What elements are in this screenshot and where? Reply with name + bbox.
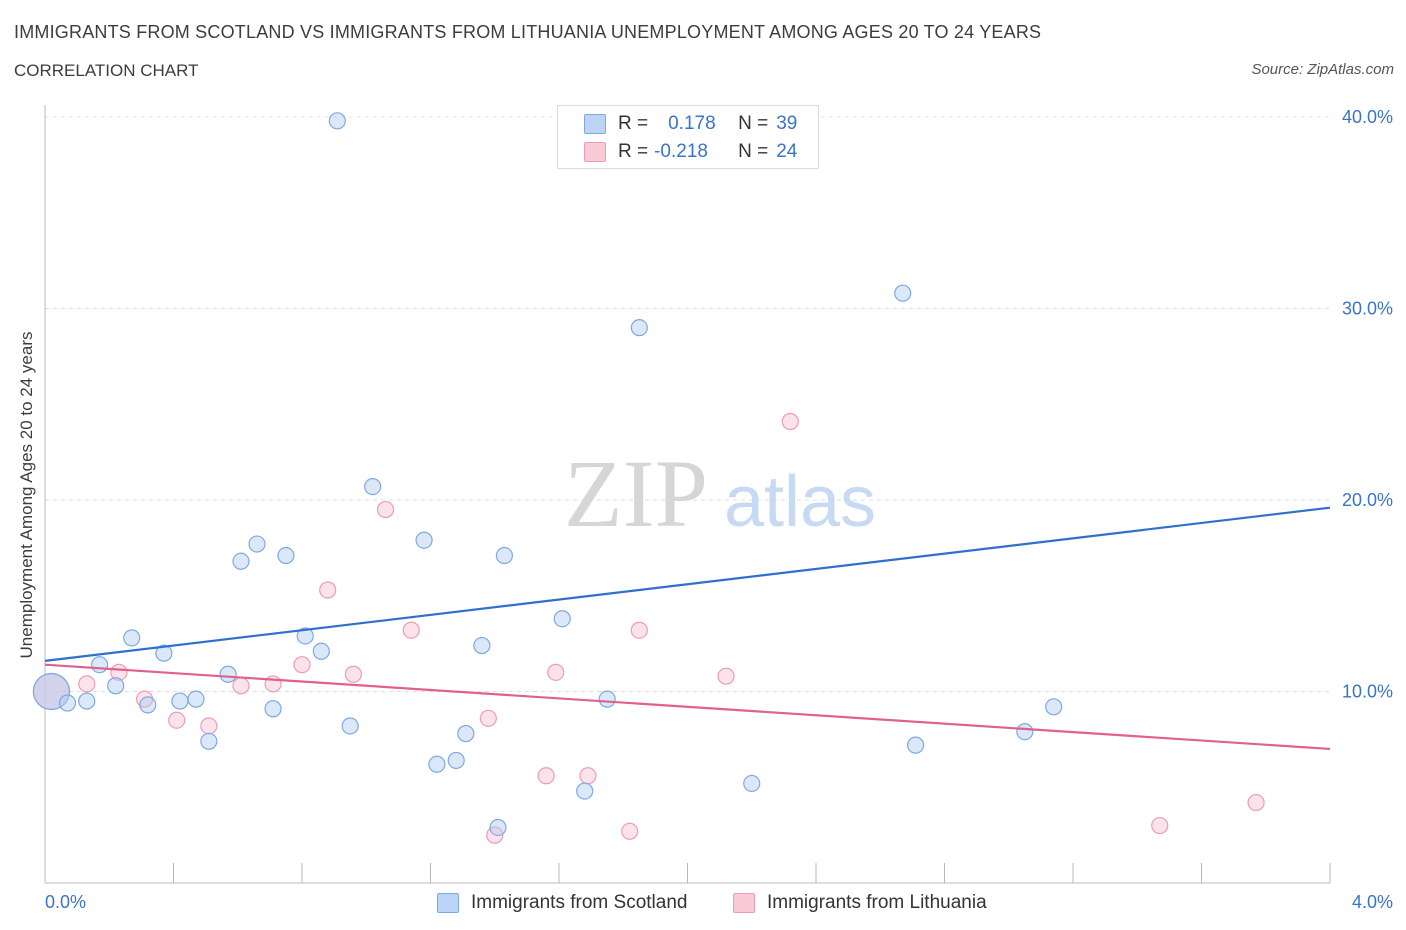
scotland-point [139,696,157,714]
lithuania-point [232,677,250,695]
legend-item-lithuania: Immigrants from Lithuania [733,890,987,916]
lithuania-r-value: -0.218 [654,141,708,162]
scotland-point [553,610,571,628]
lithuania-point [376,500,395,519]
trend-lines [44,506,1331,751]
scotland-point [312,642,330,660]
scotland-point [495,546,513,565]
scotland-point [171,692,189,710]
lithuania-point [547,663,565,681]
scotland-point [906,736,925,754]
source-label: Source: ZipAtlas.com [1251,61,1394,78]
lithuania-legend-swatch [733,893,755,913]
lithuania-trend-line [44,663,1331,751]
grid-lines [45,116,1330,692]
scotland-point [1016,723,1034,741]
scotland-point [598,690,616,708]
watermark-atlas: atlas [724,462,876,542]
scotland-point [277,546,295,565]
lithuania-point [537,767,555,785]
scotland-legend-swatch [437,893,459,913]
lithuania-point [781,412,799,431]
scotland-points [32,112,1063,837]
lithuania-point [1247,793,1265,812]
scotland-n-value: 39 [776,113,798,134]
watermark-zip: ZIP [564,440,708,547]
y-tick-label: 30.0% [1342,299,1393,319]
axes [44,105,1331,884]
lithuania-n-value: 24 [776,141,798,162]
x-tick-label: 0.0% [45,892,86,912]
scotland-swatch [584,114,606,134]
lithuania-point [402,621,420,639]
scotland-point [91,656,109,674]
scotland-legend-label: Immigrants from Scotland [471,892,688,913]
scotland-point [457,725,475,743]
lithuania-point [319,581,337,599]
n-label: N = [738,141,769,162]
scotland-point [328,112,346,130]
scotland-point [489,818,507,837]
lithuania-point [579,767,597,785]
legend-row-scotland: R = 0.178 N = 39 [584,111,797,137]
legend-row-lithuania: R = -0.218 N = 24 [584,139,797,165]
scotland-point [364,477,382,496]
scotland-point [187,690,205,708]
scotland-point [428,755,446,773]
lithuania-point [168,711,186,729]
scotland-r-value: 0.178 [668,113,716,134]
scotland-trend-line [44,506,1331,662]
scotland-point [743,774,761,793]
chart-title: IMMIGRANTS FROM SCOTLAND VS IMMIGRANTS F… [14,22,1042,42]
lithuania-legend-label: Immigrants from Lithuania [767,892,987,913]
scotland-point [576,782,594,800]
r-label: R = [618,113,649,134]
tick-labels: 10.0% 20.0% 30.0% 40.0% 0.0% 4.0% [45,107,1393,912]
lithuania-point [479,709,497,727]
scotland-point [447,751,465,770]
scotland-point [630,319,648,337]
scotland-point [232,552,250,570]
scotland-point [415,531,433,549]
n-label: N = [738,113,769,134]
scotland-point [341,717,359,735]
y-tick-label: 20.0% [1342,490,1393,510]
scotland-point [58,694,77,712]
scotland-point [894,284,912,302]
scotland-point [296,627,314,645]
y-tick-label: 40.0% [1342,107,1393,127]
scotland-point [78,692,96,710]
lithuania-point [630,621,648,639]
y-tick-label: 10.0% [1342,682,1393,702]
scotland-point [1045,698,1063,716]
lithuania-swatch [584,142,606,162]
lithuania-point [717,667,735,685]
watermark: ZIP atlas [564,440,876,547]
scotland-point [264,700,282,718]
legend-item-scotland: Immigrants from Scotland [437,890,687,916]
scotland-point [123,629,141,647]
lithuania-point [293,656,311,674]
scotland-point [107,677,125,695]
lithuania-point [78,675,96,693]
y-axis-label: Unemployment Among Ages 20 to 24 years [17,331,36,659]
scotland-point [200,732,218,750]
r-label: R = [618,141,649,162]
lithuania-point [344,665,362,683]
x-tick-label: 4.0% [1352,892,1393,912]
lithuania-point [1151,816,1169,835]
scotland-point [248,535,266,553]
chart-subtitle: CORRELATION CHART [14,61,199,80]
scotland-point [155,644,173,662]
lithuania-point [621,822,639,840]
lithuania-point [200,717,218,735]
scotland-point [473,636,491,655]
scotland-point [219,665,237,683]
stats-legend: R = 0.178 N = 39 R = -0.218 N = 24 [557,105,819,169]
